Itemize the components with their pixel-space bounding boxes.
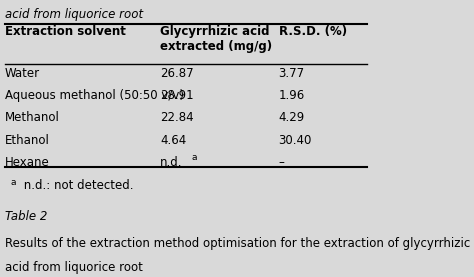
Text: Glycyrrhizic acid
extracted (mg/g): Glycyrrhizic acid extracted (mg/g) — [160, 25, 273, 53]
Text: Ethanol: Ethanol — [5, 134, 50, 147]
Text: acid from liquorice root: acid from liquorice root — [5, 261, 143, 274]
Text: 28.91: 28.91 — [160, 89, 194, 102]
Text: acid from liquorice root: acid from liquorice root — [5, 8, 143, 21]
Text: Methanol: Methanol — [5, 111, 60, 124]
Text: 30.40: 30.40 — [279, 134, 312, 147]
Text: 1.96: 1.96 — [279, 89, 305, 102]
Text: Water: Water — [5, 67, 40, 80]
Text: –: – — [279, 156, 284, 169]
Text: Aqueous methanol (50:50 v/v): Aqueous methanol (50:50 v/v) — [5, 89, 184, 102]
Text: n.d.: n.d. — [160, 156, 183, 169]
Text: 3.77: 3.77 — [279, 67, 305, 80]
Text: 26.87: 26.87 — [160, 67, 194, 80]
Text: Hexane: Hexane — [5, 156, 50, 169]
Text: a: a — [10, 178, 16, 187]
Text: Table 2: Table 2 — [5, 210, 47, 223]
Text: n.d.: not detected.: n.d.: not detected. — [20, 179, 133, 192]
Text: 22.84: 22.84 — [160, 111, 194, 124]
Text: a: a — [192, 153, 197, 162]
Text: R.S.D. (%): R.S.D. (%) — [279, 25, 347, 39]
Text: Extraction solvent: Extraction solvent — [5, 25, 126, 39]
Text: 4.64: 4.64 — [160, 134, 187, 147]
Text: 4.29: 4.29 — [279, 111, 305, 124]
Text: Results of the extraction method optimisation for the extraction of glycyrrhizic: Results of the extraction method optimis… — [5, 237, 470, 250]
